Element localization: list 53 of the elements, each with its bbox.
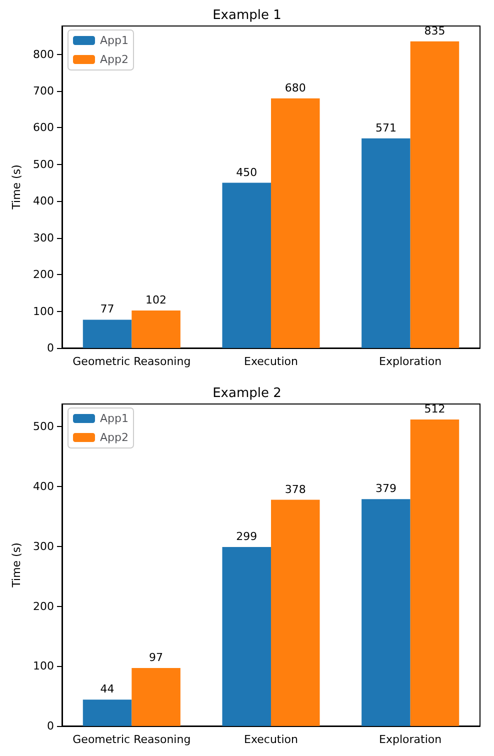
y-tick-label: 500	[33, 420, 54, 434]
bar	[271, 98, 320, 348]
y-tick-label: 0	[47, 720, 54, 732]
y-axis-title: Time (s)	[10, 542, 23, 588]
legend-label: App2	[100, 53, 128, 66]
y-tick-label: 100	[33, 304, 54, 318]
data-label: 835	[424, 24, 446, 38]
chart-title: Example 2	[212, 386, 282, 401]
bar	[362, 138, 410, 348]
y-tick-label: 0	[47, 342, 54, 354]
data-label: 299	[236, 530, 258, 544]
data-label: 571	[375, 121, 396, 134]
data-label: 379	[375, 482, 396, 496]
y-tick-label: 300	[33, 231, 54, 244]
bar	[82, 320, 132, 348]
bar	[82, 700, 132, 726]
y-tick-label: 200	[33, 268, 54, 282]
bar	[410, 420, 460, 726]
x-tick-label: Execution	[244, 733, 298, 746]
x-tick-label: Execution	[244, 355, 298, 368]
y-tick-label: 200	[33, 600, 54, 613]
data-label: 680	[284, 81, 306, 94]
data-label: 512	[424, 402, 446, 416]
y-tick-label: 400	[33, 480, 54, 494]
bar	[132, 310, 180, 348]
bar	[410, 41, 460, 348]
y-tick-label: 400	[33, 194, 54, 208]
y-tick-label: 500	[33, 158, 54, 171]
legend-label: App1	[100, 412, 128, 425]
bar	[362, 499, 410, 726]
y-tick-label: 100	[33, 660, 54, 673]
bar	[271, 500, 320, 726]
data-label: 77	[100, 302, 114, 316]
data-label: 102	[146, 294, 167, 307]
y-tick-label: 700	[33, 84, 54, 98]
legend-label: App2	[100, 431, 128, 444]
chart-title: Example 1	[212, 8, 282, 23]
y-tick-label: 300	[33, 540, 54, 553]
data-label: 450	[236, 166, 258, 179]
data-label: 97	[149, 650, 164, 664]
y-tick-label: 800	[33, 48, 54, 61]
data-label: 378	[284, 482, 306, 496]
bar	[132, 668, 180, 726]
bar	[222, 547, 271, 726]
x-tick-label: Exploration	[379, 355, 442, 368]
data-label: 44	[100, 682, 114, 696]
bar	[222, 182, 271, 348]
y-axis-title: Time (s)	[10, 164, 23, 210]
x-tick-label: Geometric Reasoning	[72, 355, 191, 368]
x-tick-label: Exploration	[379, 733, 442, 746]
legend-label: App1	[100, 34, 128, 47]
y-tick-label: 600	[33, 121, 54, 134]
x-tick-label: Geometric Reasoning	[72, 733, 191, 746]
